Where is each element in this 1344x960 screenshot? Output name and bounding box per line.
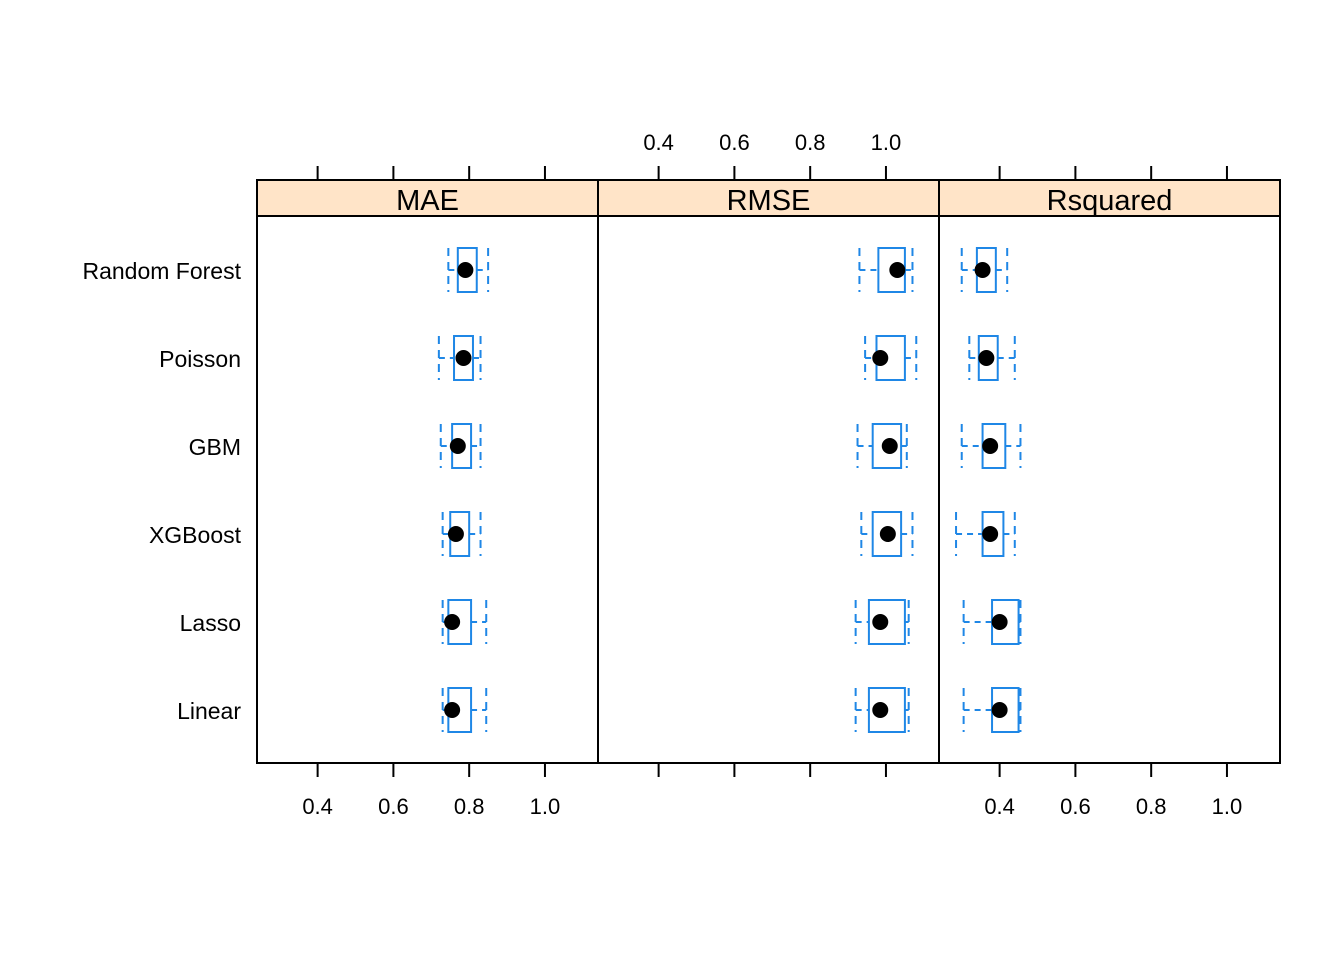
category-label: Poisson (159, 346, 241, 372)
category-label: GBM (189, 434, 241, 460)
box-linear (854, 687, 910, 733)
strip-label: MAE (396, 185, 459, 217)
box-lasso (441, 599, 488, 645)
box-gbm (856, 423, 908, 469)
box-poisson (437, 335, 482, 381)
category-label: Lasso (180, 610, 241, 636)
median-dot (872, 350, 889, 366)
bottom-tick-label: 1.0 (1212, 794, 1243, 819)
box-gbm (960, 423, 1022, 469)
median-dot (982, 526, 999, 542)
median-dot (881, 438, 898, 454)
strip-label: Rsquared (1047, 185, 1173, 217)
category-label: XGBoost (149, 522, 242, 548)
median-dot (978, 350, 995, 366)
top-tick-label: 0.6 (719, 130, 750, 155)
top-tick-label: 0.8 (795, 130, 826, 155)
median-dot (447, 526, 464, 542)
category-label: Linear (177, 698, 241, 724)
bottom-tick-label: 0.6 (378, 794, 409, 819)
box-poisson (968, 335, 1016, 381)
median-dot (872, 702, 889, 718)
box-xgboost (955, 511, 1016, 557)
top-tick-label: 1.0 (871, 130, 902, 155)
bottom-tick-label: 0.4 (984, 794, 1015, 819)
median-dot (444, 702, 461, 718)
bottom-tick-label: 0.4 (302, 794, 333, 819)
category-label: Random Forest (82, 258, 241, 284)
box-random-forest (447, 247, 490, 293)
box-lasso (854, 599, 910, 645)
strip-label: RMSE (727, 185, 811, 217)
median-dot (457, 262, 474, 278)
median-dot (991, 614, 1008, 630)
panels-layer: MAE 0.4 0.6 0.8 1.0 RMSE 0.4 0.6 0.8 1.0 Rsquared 0… (256, 130, 1281, 819)
box-gbm (439, 423, 482, 469)
box-xgboost (441, 511, 482, 557)
panel-rmse: RMSE 0.4 0.6 0.8 1.0 (597, 130, 940, 777)
bottom-tick-label: 0.8 (454, 794, 485, 819)
box-random-forest (858, 247, 914, 293)
median-dot (444, 614, 461, 630)
median-dot (982, 438, 999, 454)
box-linear (962, 687, 1022, 733)
bottom-tick-label: 1.0 (530, 794, 561, 819)
box-random-forest (960, 247, 1009, 293)
median-dot (872, 614, 889, 630)
top-tick-label: 0.4 (643, 130, 674, 155)
box-lasso (962, 599, 1022, 645)
median-dot (974, 262, 991, 278)
box-poisson (864, 335, 918, 381)
strip-mae (256, 179, 599, 217)
category-labels: Random Forest Poisson GBM XGBoost Lasso Linea… (82, 258, 241, 724)
bottom-tick-label: 0.8 (1136, 794, 1167, 819)
median-dot (889, 262, 906, 278)
panel-mae: MAE 0.4 0.6 0.8 1.0 (256, 166, 599, 819)
panel-frame (256, 215, 599, 764)
median-dot (449, 438, 466, 454)
median-dot (991, 702, 1008, 718)
bottom-tick-label: 0.6 (1060, 794, 1091, 819)
median-dot (455, 350, 472, 366)
box-xgboost (860, 511, 914, 557)
strip-rsquared (938, 179, 1281, 217)
median-dot (879, 526, 896, 542)
panel-frame (597, 215, 940, 764)
panel-rsquared: Rsquared 0.4 0.6 0.8 1.0 (938, 166, 1281, 819)
panel-frame (938, 215, 1281, 764)
box-linear (441, 687, 488, 733)
